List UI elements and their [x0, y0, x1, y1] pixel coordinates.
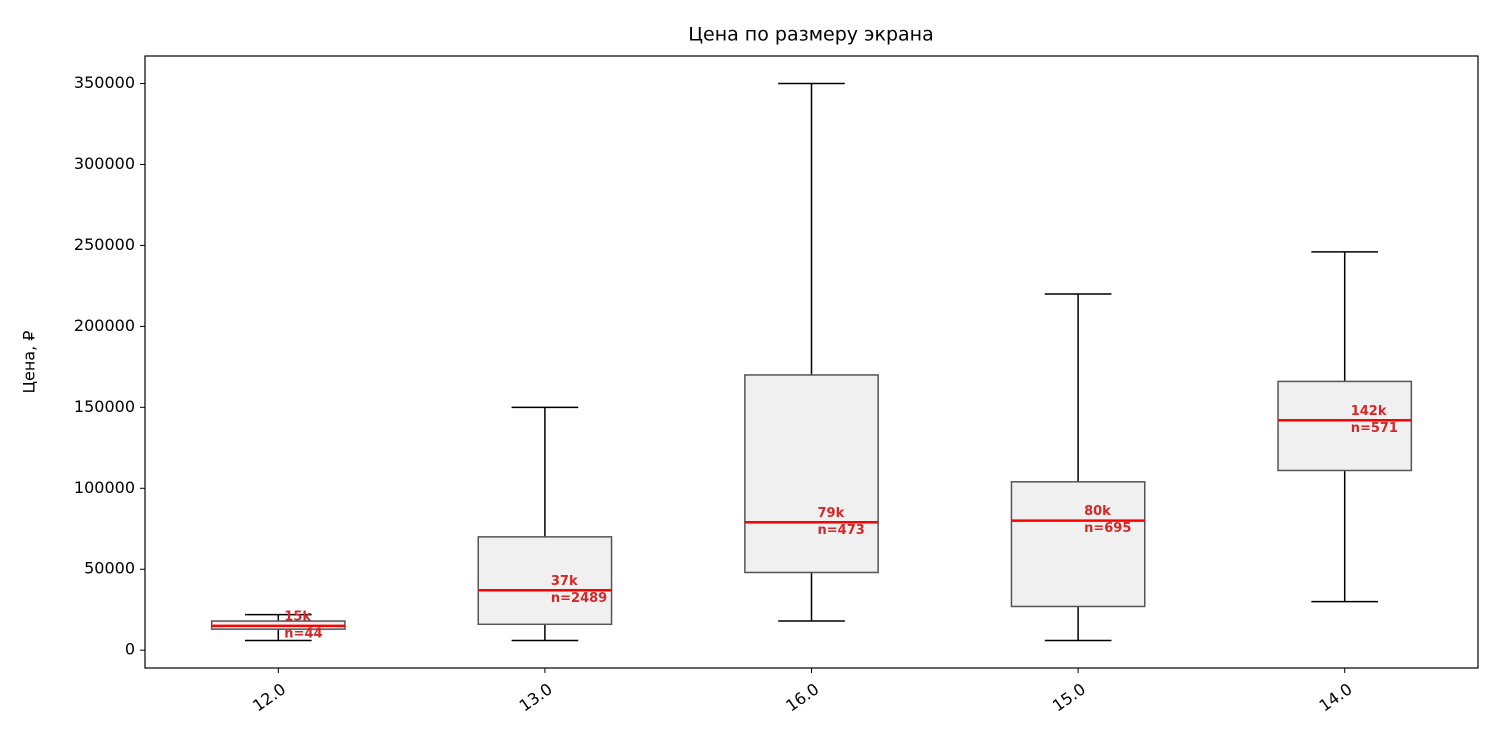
- y-tick-label: 200000: [74, 316, 135, 335]
- y-tick-label: 50000: [84, 559, 135, 578]
- box: [1010, 481, 1146, 608]
- chart-title: Цена по размеру экрана: [688, 24, 933, 46]
- box: [477, 536, 613, 626]
- y-tick-label: 100000: [74, 478, 135, 497]
- y-tick-label: 150000: [74, 397, 135, 416]
- count-label: n=473: [818, 523, 865, 538]
- count-label: n=571: [1351, 421, 1398, 436]
- count-label: n=695: [1084, 521, 1131, 536]
- count-label: n=2489: [551, 591, 607, 606]
- y-tick-label: 350000: [74, 73, 135, 92]
- median-label: 37k: [551, 574, 578, 589]
- y-axis-label: Цена, ₽: [20, 331, 39, 394]
- x-tick-label: 15.0: [1049, 679, 1089, 715]
- median-label: 15k: [284, 609, 311, 624]
- median-label: 80k: [1084, 504, 1111, 519]
- median-label: 79k: [818, 506, 845, 521]
- x-tick-label: 16.0: [782, 679, 822, 715]
- y-tick-label: 0: [125, 640, 135, 659]
- y-tick-label: 300000: [74, 154, 135, 173]
- x-tick-label: 13.0: [516, 679, 556, 715]
- y-tick-label: 250000: [74, 235, 135, 254]
- median-label: 142k: [1351, 404, 1387, 419]
- box: [1277, 380, 1413, 472]
- box: [744, 374, 879, 574]
- x-tick-label: 14.0: [1315, 679, 1355, 715]
- count-label: n=44: [284, 626, 322, 641]
- x-tick-label: 12.0: [249, 679, 289, 715]
